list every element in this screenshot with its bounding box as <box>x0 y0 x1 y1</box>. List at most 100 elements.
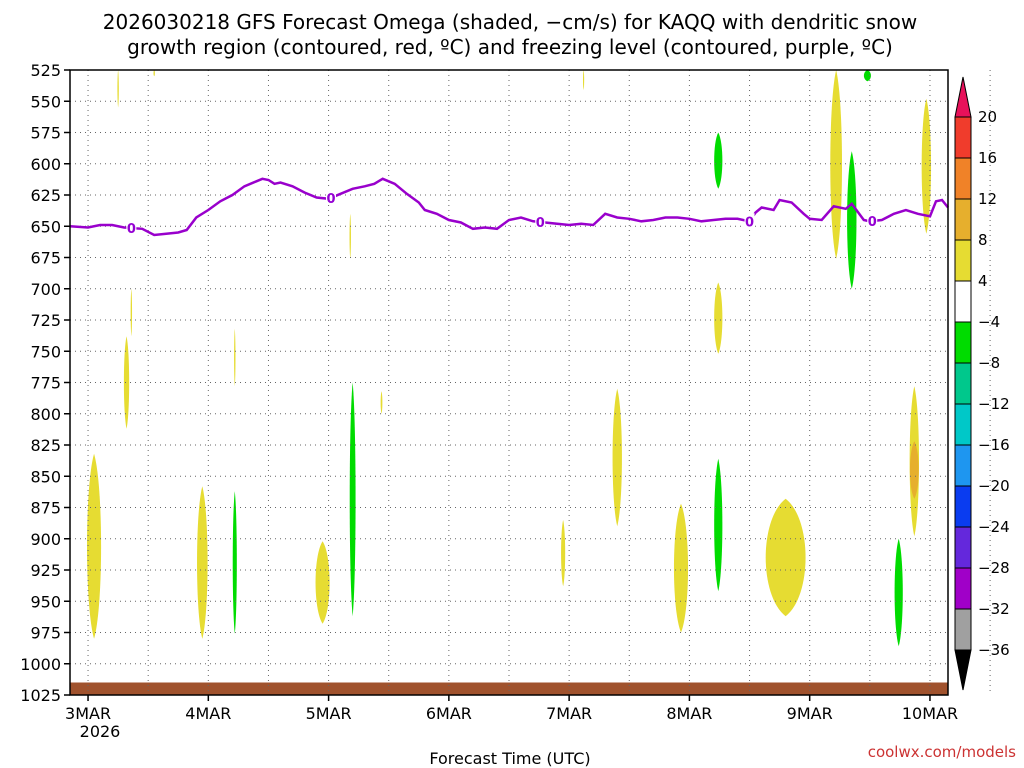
colorbar-label-1: 16 <box>978 149 997 167</box>
contour-label-bg-2 <box>535 214 546 229</box>
colorbar-segment-5 <box>954 321 972 364</box>
chart-title-line-1: 2026030218 GFS Forecast Omega (shaded, −… <box>103 10 917 34</box>
y-tick-label-950: 950 <box>30 592 61 611</box>
colorbar-label-12: −32 <box>978 600 1010 618</box>
colorbar-label-7: −12 <box>978 395 1010 413</box>
x-tick-label-9MAR: 9MAR <box>787 704 833 723</box>
y-tick-label-675: 675 <box>30 249 61 268</box>
omega-region-23 <box>894 538 903 647</box>
omega-region-26 <box>921 98 932 234</box>
x-year-label: 2026 <box>80 722 121 741</box>
y-tick-label-700: 700 <box>30 280 61 299</box>
colorbar-label-6: −8 <box>978 354 1000 372</box>
omega-region-6 <box>232 491 237 634</box>
colorbar-segment-2 <box>954 198 972 241</box>
omega-region-12 <box>561 520 566 587</box>
contour-label-1: 0 <box>326 192 335 207</box>
omega-region-21 <box>847 151 857 289</box>
colorbar-label-11: −28 <box>978 559 1010 577</box>
omega-region-1 <box>123 336 130 429</box>
y-tick-label-750: 750 <box>30 342 61 361</box>
colorbar-segment-12 <box>954 608 972 651</box>
credit-text: coolwx.com/models <box>868 743 1016 761</box>
colorbar-label-0: 20 <box>978 108 997 126</box>
contour-label-bg-1 <box>325 189 336 205</box>
omega-shaded-regions <box>87 70 932 647</box>
x-tick-label-6MAR: 6MAR <box>426 704 472 723</box>
y-tick-label-850: 850 <box>30 467 61 486</box>
omega-region-2 <box>130 288 133 337</box>
x-axis-title: Forecast Time (UTC) <box>429 749 590 768</box>
omega-region-3 <box>117 70 119 108</box>
omega-region-0 <box>87 453 102 639</box>
colorbar-segment-10 <box>954 526 972 569</box>
colorbar: 20 16 12 8 4 −4 −8 −12 −16 −20 −24 −28 −32 −36 <box>954 76 1010 691</box>
y-tick-label-925: 925 <box>30 561 61 580</box>
x-tick-label-8MAR: 8MAR <box>666 704 712 723</box>
freezing-level-line <box>69 177 949 237</box>
colorbar-bottom-arrow <box>954 649 972 691</box>
omega-region-20 <box>830 70 843 259</box>
omega-region-13 <box>582 70 585 90</box>
omega-region-18 <box>714 458 723 592</box>
y-tick-label-900: 900 <box>30 530 61 549</box>
omega-region-4 <box>153 70 155 77</box>
y-tick-label-975: 975 <box>30 624 61 643</box>
colorbar-label-2: 12 <box>978 190 997 208</box>
colorbar-label-5: −4 <box>978 313 1000 331</box>
ground-strip <box>70 682 948 695</box>
x-axis-ticks: 3MAR 4MAR 5MAR 6MAR 7MAR 8MAR 9MAR 10MAR <box>65 695 958 723</box>
omega-region-7 <box>234 328 236 387</box>
y-tick-label-875: 875 <box>30 499 61 518</box>
y-tick-label-600: 600 <box>30 155 61 174</box>
colorbar-label-3: 8 <box>978 231 988 249</box>
y-tick-label-525: 525 <box>30 61 61 80</box>
colorbar-segment-8 <box>954 444 972 487</box>
colorbar-label-9: −20 <box>978 477 1010 495</box>
chart-title-line-2: growth region (contoured, red, ºC) and f… <box>127 35 893 59</box>
colorbar-top-arrow <box>954 76 972 118</box>
y-tick-label-775: 775 <box>30 374 61 393</box>
colorbar-label-4: 4 <box>978 272 988 290</box>
y-tick-label-625: 625 <box>30 186 61 205</box>
omega-region-17 <box>714 282 723 354</box>
colorbar-label-8: −16 <box>978 436 1010 454</box>
omega-region-14 <box>612 388 622 527</box>
colorbar-segment-11 <box>954 567 972 610</box>
omega-region-9 <box>349 382 356 617</box>
colorbar-segment-7 <box>954 403 972 446</box>
grid-lines <box>70 70 991 695</box>
contour-label-2: 0 <box>536 216 545 231</box>
omega-region-11 <box>380 391 383 414</box>
contour-label-0: 0 <box>127 222 136 237</box>
contour-label-bg-0 <box>126 220 137 235</box>
x-tick-label-10MAR: 10MAR <box>902 704 958 723</box>
x-tick-label-4MAR: 4MAR <box>185 704 231 723</box>
omega-region-10 <box>349 213 351 259</box>
omega-region-16 <box>714 132 723 189</box>
colorbar-segment-3 <box>954 239 972 282</box>
colorbar-segment-6 <box>954 362 972 405</box>
y-tick-label-825: 825 <box>30 436 61 455</box>
y-tick-label-725: 725 <box>30 311 61 330</box>
contour-label-3: 0 <box>745 215 754 230</box>
omega-region-25 <box>909 441 919 499</box>
colorbar-segment-0 <box>954 116 972 159</box>
colorbar-segment-9 <box>954 485 972 528</box>
y-tick-label-650: 650 <box>30 217 61 236</box>
colorbar-label-10: −24 <box>978 518 1010 536</box>
ground-layer <box>70 682 948 695</box>
colorbar-label-13: −36 <box>978 641 1010 659</box>
x-tick-label-3MAR: 3MAR <box>65 704 111 723</box>
y-tick-label-800: 800 <box>30 405 61 424</box>
y-tick-label-575: 575 <box>30 124 61 143</box>
colorbar-segment-1 <box>954 157 972 200</box>
contour-label-4: 0 <box>868 215 877 230</box>
omega-region-19 <box>765 498 806 617</box>
colorbar-segment-4 <box>954 280 972 323</box>
y-axis-ticks: 525 550 575 600 625 650 675 700 725 750 775 800 825 8… <box>20 61 70 705</box>
omega-region-15 <box>673 503 689 633</box>
contour-label-bg-4 <box>867 213 878 228</box>
y-tick-label-1025: 1025 <box>20 686 61 705</box>
